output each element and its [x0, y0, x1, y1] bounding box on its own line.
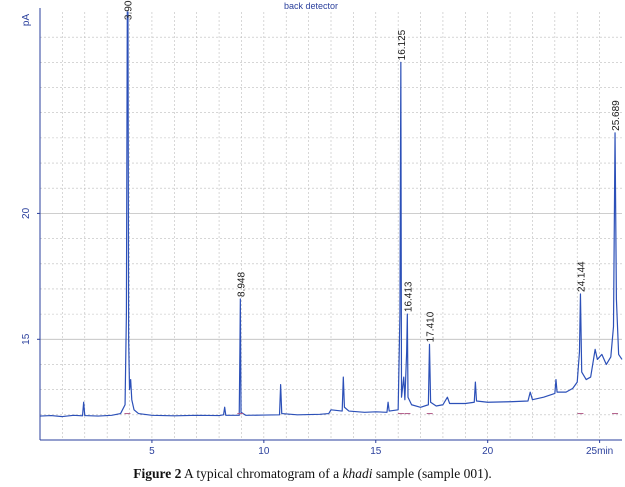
- peak-label: 3.906: [123, 0, 134, 20]
- grid: [40, 12, 622, 441]
- y-tick-label: 20: [21, 207, 32, 219]
- caption-text-after: sample (sample 001).: [372, 466, 492, 481]
- figure-caption: Figure 2 A typical chromatogram of a kha…: [0, 466, 625, 482]
- peak-label: 25.689: [611, 100, 622, 131]
- x-tick-label: 15: [370, 446, 382, 457]
- caption-label: Figure 2: [133, 466, 182, 481]
- peak-label: 17.410: [426, 311, 437, 342]
- x-tick-label: 20: [482, 446, 494, 457]
- x-tick-label: 25min: [586, 446, 613, 457]
- x-tick-label: 10: [258, 446, 270, 457]
- chart-title: back detector: [284, 1, 338, 11]
- y-axis-label: pA: [21, 14, 32, 27]
- peak-label: 16.125: [397, 29, 408, 60]
- chromatogram-trace: [39, 11, 623, 418]
- peak-labels: 3.906 8.948 16.125 16.413 17.410 24.144 25.689: [123, 0, 622, 415]
- caption-italic: khadi: [342, 466, 373, 481]
- peak-label: 8.948: [236, 272, 247, 297]
- caption-text-before: A typical chromatogram of a: [181, 466, 343, 481]
- axes: 5 10 15 20 25min 15 20 pA back detector: [21, 1, 622, 457]
- series-layer: [39, 11, 623, 418]
- peak-label: 16.413: [403, 281, 414, 312]
- x-tick-label: 5: [149, 446, 155, 457]
- peak-label: 24.144: [576, 261, 587, 292]
- y-tick-label: 15: [21, 333, 32, 345]
